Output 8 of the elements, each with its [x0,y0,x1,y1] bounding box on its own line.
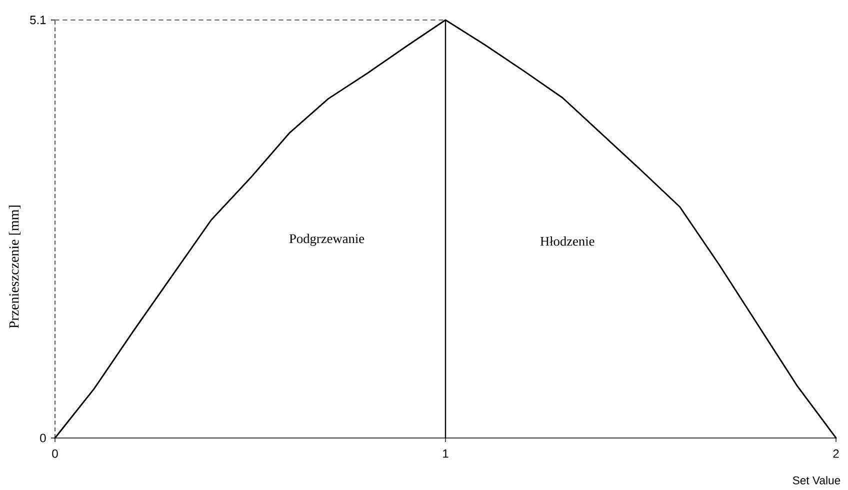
y-tick-label: 5.1 [30,16,46,24]
y-axis-title: Przenieszczenie [mm] [8,206,20,328]
annotation: Podgrzewanie [289,234,364,246]
x-axis-title: Set Value [792,476,840,484]
x-tick-label: 2 [833,449,839,458]
annotation: Hłodzenie [540,236,594,246]
x-tick-label: 1 [443,449,448,458]
x-tick-label: 0 [52,449,58,458]
